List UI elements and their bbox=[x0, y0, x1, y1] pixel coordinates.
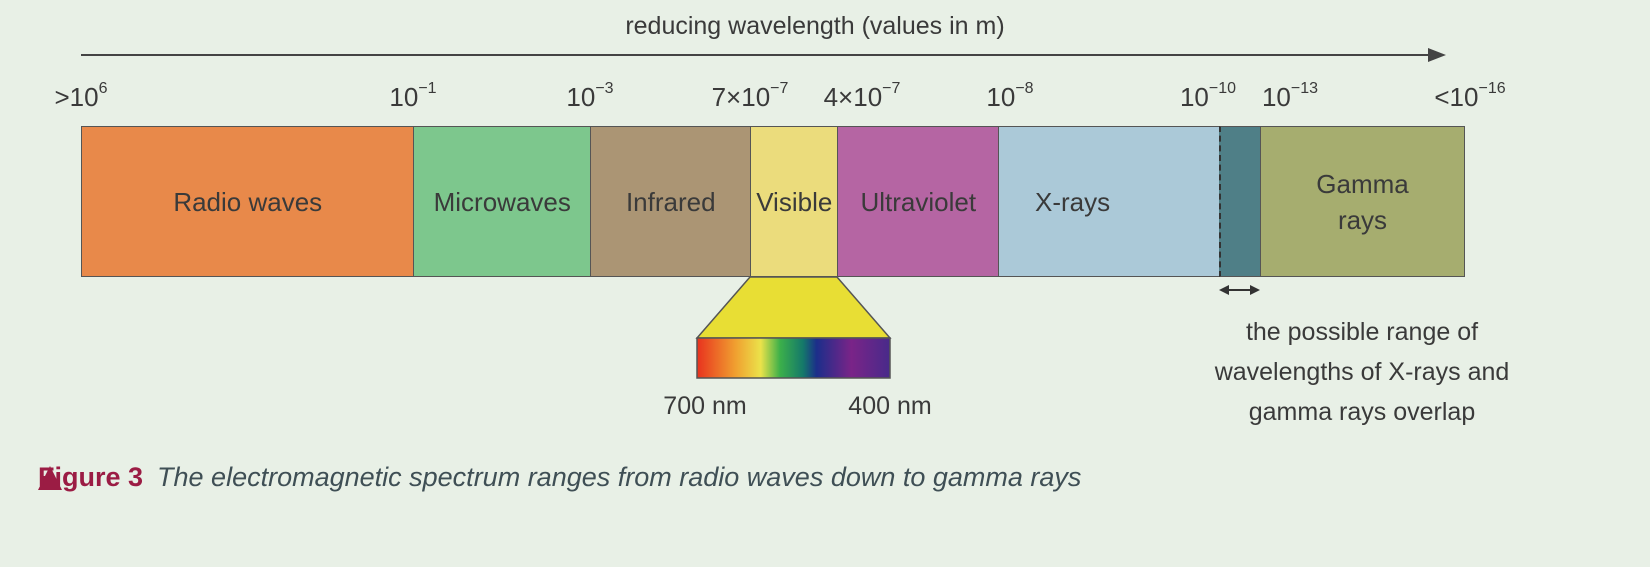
axis-title: reducing wavelength (values in m) bbox=[625, 12, 1005, 40]
band-label: X-rays bbox=[1035, 186, 1111, 217]
tick-label: >106 bbox=[54, 80, 108, 113]
overlap-note-line: wavelengths of X-rays and bbox=[1214, 358, 1510, 386]
tick-base: 4×10 bbox=[823, 82, 883, 112]
tick-label: 10−13 bbox=[1261, 80, 1319, 113]
overlap-band bbox=[1219, 126, 1262, 277]
band-microwaves: Microwaves bbox=[413, 126, 592, 277]
spectrum-label-400nm: 400 nm bbox=[848, 392, 932, 420]
tick-base: <10 bbox=[1434, 82, 1479, 112]
overlap-note-line: gamma rays overlap bbox=[1248, 398, 1476, 426]
tick-exponent: −8 bbox=[1015, 80, 1034, 97]
band-gamma-rays: Gamma rays bbox=[1260, 126, 1465, 277]
overlap-note-line: the possible range of bbox=[1245, 318, 1479, 346]
tick-exponent: −3 bbox=[595, 80, 614, 97]
tick-label: 7×10−7 bbox=[711, 80, 789, 113]
band-ultraviolet: Ultraviolet bbox=[837, 126, 1000, 277]
tick-label: 10−10 bbox=[1179, 80, 1237, 113]
tick-label: 4×10−7 bbox=[823, 80, 901, 113]
tick-label: 10−8 bbox=[986, 80, 1034, 113]
figure-caption: Figure 3 The electromagnetic spectrum ran… bbox=[38, 462, 1081, 493]
tick-base: 10 bbox=[1261, 82, 1291, 112]
tick-base: >10 bbox=[54, 82, 99, 112]
band-radio-waves: Radio waves bbox=[81, 126, 415, 277]
band-label: Infrared bbox=[625, 186, 716, 217]
visible-expansion bbox=[695, 276, 892, 339]
overlap-double-arrow-icon bbox=[1219, 285, 1260, 295]
tick-base: 10 bbox=[1179, 82, 1209, 112]
tick-exponent: −13 bbox=[1290, 80, 1319, 97]
tick-base: 10 bbox=[566, 82, 596, 112]
band-label: Visible bbox=[756, 186, 833, 217]
band-label: Radio waves bbox=[173, 186, 323, 217]
figure-number: Figure 3 bbox=[38, 462, 144, 492]
tick-exponent: −7 bbox=[882, 80, 901, 97]
band-x-rays: X-rays bbox=[998, 126, 1221, 277]
overlap-note: the possible range of wavelengths of X-r… bbox=[1162, 312, 1562, 432]
tick-base: 10 bbox=[389, 82, 419, 112]
tick-base: 10 bbox=[986, 82, 1016, 112]
band-visible: Visible bbox=[750, 126, 839, 277]
caption-text: The electromagnetic spectrum ranges from… bbox=[157, 462, 1082, 492]
tick-exponent: −10 bbox=[1208, 80, 1237, 97]
tick-label: 10−3 bbox=[566, 80, 614, 113]
tick-exponent: −16 bbox=[1478, 80, 1506, 97]
tick-base: 7×10 bbox=[711, 82, 771, 112]
caption-triangle-icon bbox=[38, 466, 62, 490]
tick-exponent: −1 bbox=[418, 80, 437, 97]
band-label: Ultraviolet bbox=[860, 186, 977, 217]
band-infrared: Infrared bbox=[590, 126, 752, 277]
tick-exponent: 6 bbox=[98, 80, 108, 97]
band-label: Microwaves bbox=[433, 186, 571, 217]
wavelength-arrow bbox=[81, 48, 1446, 62]
spectrum-bar: Radio waves Microwaves Infrared Visible Ultr… bbox=[81, 126, 1465, 277]
tick-label: <10−16 bbox=[1434, 80, 1506, 113]
spectrum-label-700nm: 700 nm bbox=[663, 392, 747, 420]
visible-spectrum-gradient bbox=[696, 337, 891, 379]
tick-label: 10−1 bbox=[389, 80, 437, 113]
band-label: Gamma rays bbox=[1316, 168, 1409, 235]
tick-exponent: −7 bbox=[770, 80, 789, 97]
